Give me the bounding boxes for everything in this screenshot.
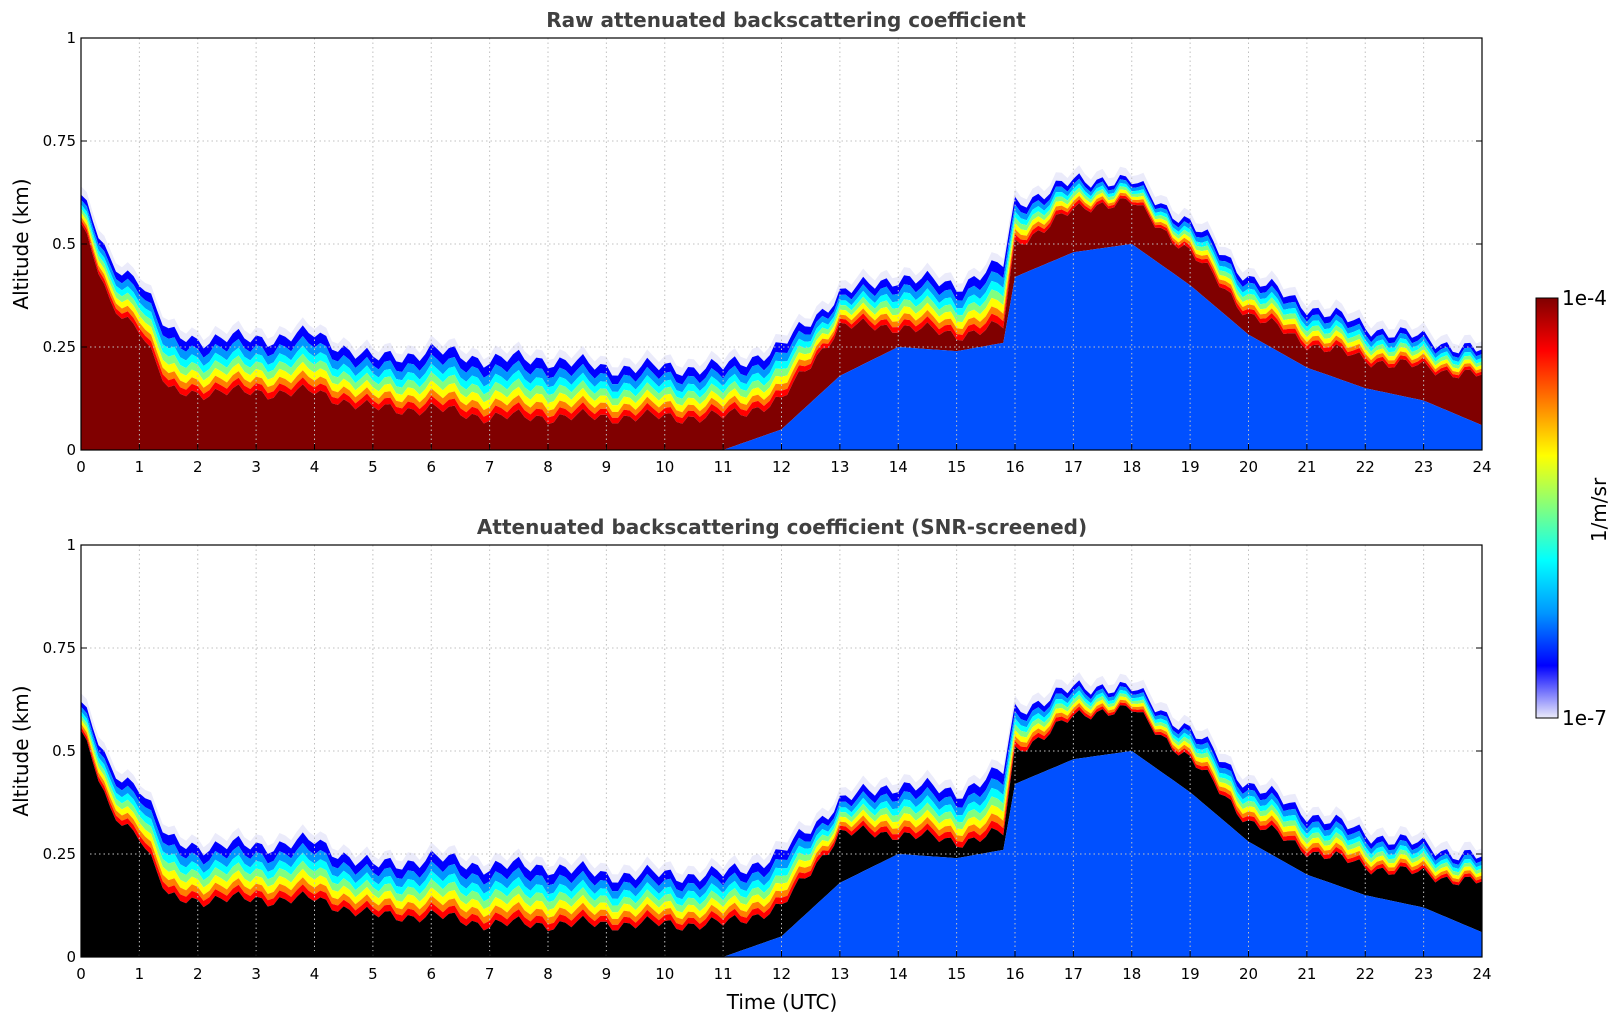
x-tick-label: 11 [714,458,733,476]
panel-raw: Raw attenuated backscattering coefficien… [9,8,1492,476]
x-tick-label: 20 [1239,458,1258,476]
x-tick-label: 13 [830,965,849,983]
x-tick-label: 10 [655,965,674,983]
y-tick-label: 0.5 [52,742,76,760]
x-tick-label: 10 [655,458,674,476]
y-tick-label: 0.75 [43,132,76,150]
x-tick-label: 0 [76,965,86,983]
y-tick-label: 0.5 [52,235,76,253]
x-tick-label: 14 [889,458,908,476]
panel-screened-x-label: Time (UTC) [726,990,838,1014]
dense-layer [81,198,1482,450]
panel-screened-y-ticks: 0 0.25 0.5 0.75 1 [43,536,1482,966]
y-tick-label: 1 [66,536,76,554]
x-tick-label: 19 [1181,965,1200,983]
x-tick-label: 17 [1064,458,1083,476]
x-tick-label: 12 [772,458,791,476]
x-tick-label: 5 [368,965,378,983]
panel-raw-title: Raw attenuated backscattering coefficien… [546,8,1026,32]
panel-screened-x-ticks: 0 1 2 3 4 5 6 7 8 9 10 11 12 13 14 15 16 17 18 19 20 21 22 23 24 [76,951,1492,983]
x-tick-label: 0 [76,458,86,476]
x-tick-label: 16 [1005,965,1024,983]
colorbar-min-label: 1e-7 [1562,706,1607,730]
y-tick-label: 0 [66,441,76,459]
y-tick-label: 0.25 [43,845,76,863]
panel-raw-y-ticks: 0 0.25 0.5 0.75 1 [43,29,1482,459]
x-tick-label: 22 [1356,965,1375,983]
panel-screened-title: Attenuated backscattering coefficient (S… [477,515,1087,539]
x-tick-label: 6 [426,965,436,983]
x-tick-label: 23 [1414,965,1433,983]
x-tick-label: 2 [193,458,203,476]
x-tick-label: 7 [485,965,495,983]
x-tick-label: 15 [947,965,966,983]
x-tick-label: 7 [485,458,495,476]
y-tick-label: 1 [66,29,76,47]
x-tick-label: 21 [1297,965,1316,983]
colorbar: 1e-4 1e-7 1/m/sr [1535,286,1611,730]
y-tick-label: 0.75 [43,639,76,657]
colorbar-unit-label: 1/m/sr [1587,477,1611,542]
x-tick-label: 3 [251,458,261,476]
x-tick-label: 4 [310,458,320,476]
x-tick-label: 6 [426,458,436,476]
x-tick-label: 11 [714,965,733,983]
x-tick-label: 12 [772,965,791,983]
x-tick-label: 1 [135,965,145,983]
colorbar-max-label: 1e-4 [1562,286,1607,310]
y-tick-label: 0.25 [43,338,76,356]
x-tick-label: 9 [602,965,612,983]
x-tick-label: 2 [193,965,203,983]
x-tick-label: 23 [1414,458,1433,476]
x-tick-label: 15 [947,458,966,476]
x-tick-label: 24 [1472,965,1491,983]
panel-screened-y-label: Altitude (km) [9,685,33,816]
x-tick-label: 16 [1005,458,1024,476]
x-tick-label: 22 [1356,458,1375,476]
x-tick-label: 21 [1297,458,1316,476]
panel-screened-grid [81,545,1482,957]
x-tick-label: 4 [310,965,320,983]
panel-raw-y-label: Altitude (km) [9,178,33,309]
panel-raw-grid [81,38,1482,450]
x-tick-label: 24 [1472,458,1491,476]
x-tick-label: 1 [135,458,145,476]
x-tick-label: 19 [1181,458,1200,476]
x-tick-label: 9 [602,458,612,476]
x-tick-label: 14 [889,965,908,983]
x-tick-label: 18 [1122,458,1141,476]
x-tick-label: 17 [1064,965,1083,983]
colorbar-scale [1535,297,1559,719]
x-tick-label: 8 [543,458,553,476]
x-tick-label: 20 [1239,965,1258,983]
x-tick-label: 13 [830,458,849,476]
x-tick-label: 3 [251,965,261,983]
panel-screened: Attenuated backscattering coefficient (S… [9,515,1492,1014]
dense-layer [81,705,1482,957]
y-tick-label: 0 [66,948,76,966]
x-tick-label: 8 [543,965,553,983]
panel-raw-x-ticks: 0 1 2 3 4 5 6 7 8 9 10 11 12 13 14 15 16 17 18 19 20 21 22 23 24 [76,444,1492,476]
x-tick-label: 18 [1122,965,1141,983]
x-tick-label: 5 [368,458,378,476]
